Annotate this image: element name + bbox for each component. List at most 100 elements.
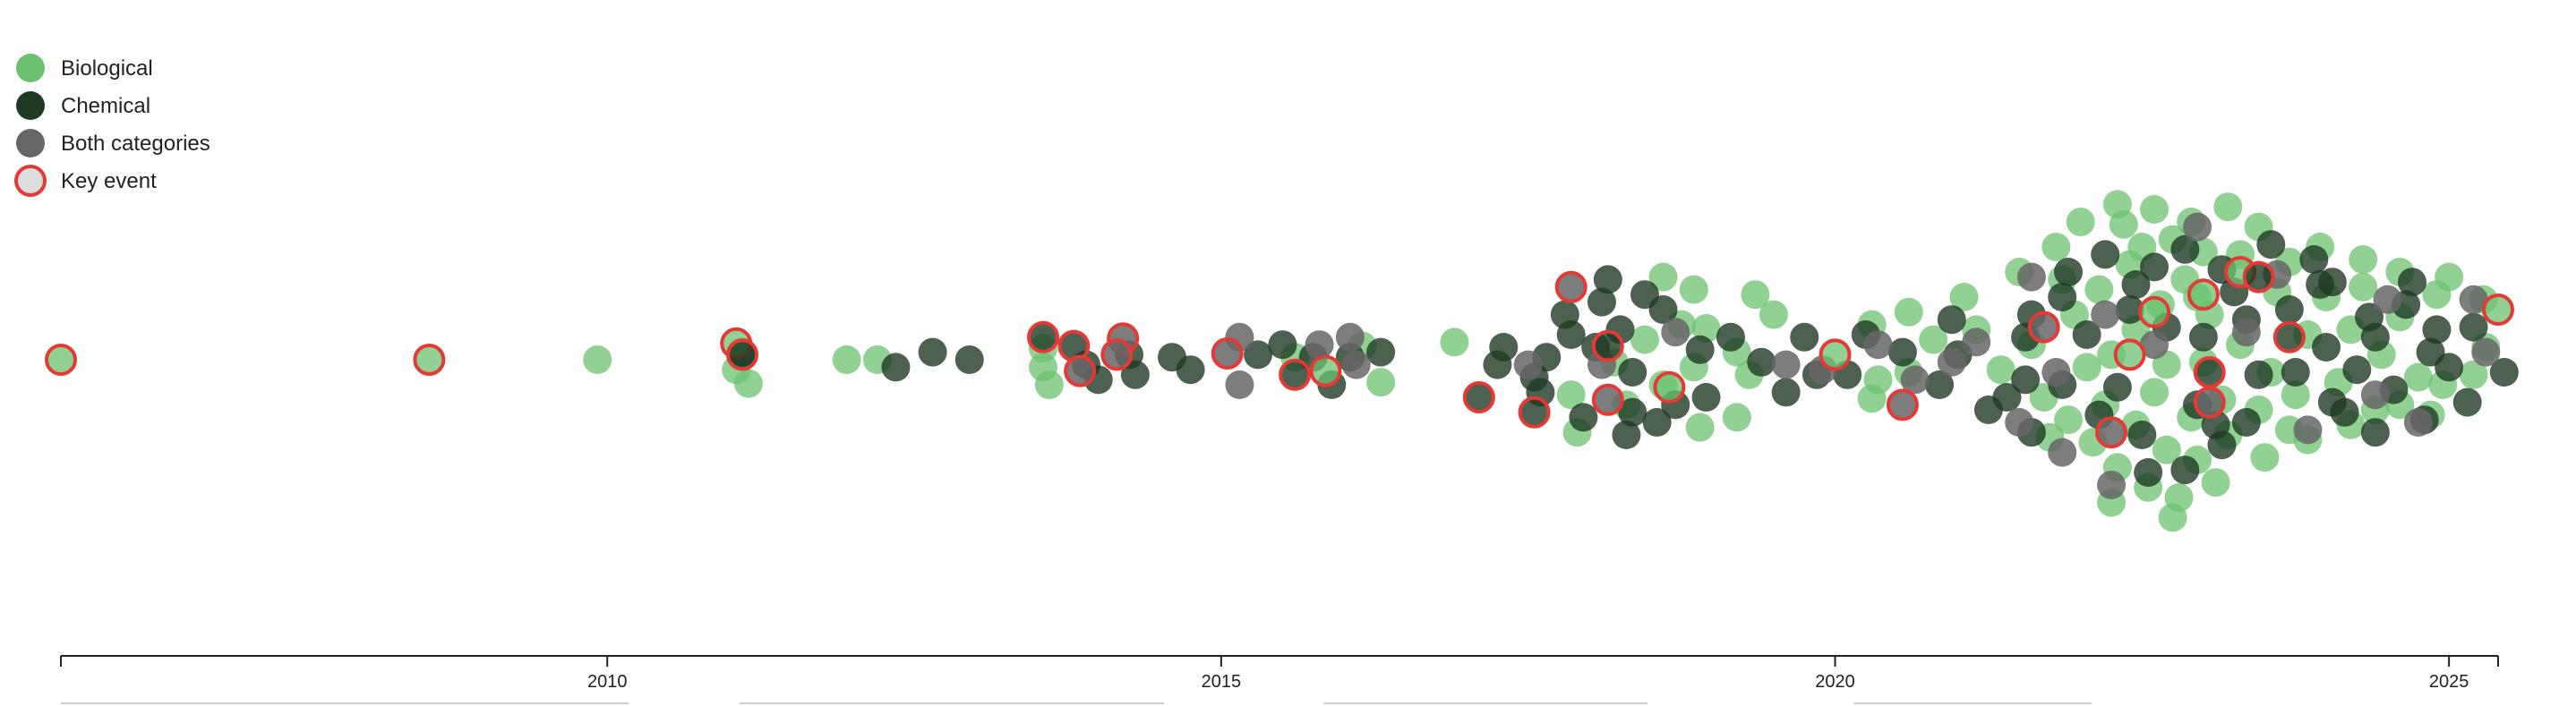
legend-label-key: Key event [61, 169, 157, 193]
x-axis: 2010 2015 2020 2025 [60, 655, 2499, 692]
chem-point-37 [1685, 335, 1715, 364]
bio-point-38 [2066, 208, 2095, 236]
bio-point-13 [1556, 380, 1586, 410]
legend-item-both: Both categories [16, 129, 210, 157]
chem-point-45 [1925, 370, 1955, 399]
key-event-point-23 [2187, 278, 2220, 311]
chem-point-17 [1489, 333, 1519, 362]
chem-point-25 [1569, 403, 1598, 432]
bio-point-45 [2054, 405, 2084, 435]
key-event-point-29 [2095, 416, 2128, 449]
both-point-2 [1305, 330, 1334, 360]
chem-point-29 [1691, 383, 1721, 412]
chem-point-49 [2011, 365, 2041, 395]
legend-swatch-bio [16, 54, 45, 82]
bio-point-28 [1722, 403, 1751, 432]
chem-point-92 [2048, 283, 2077, 311]
chem-point-31 [1747, 347, 1776, 377]
bio-point-91 [1986, 355, 2015, 385]
key-event-point-14 [1591, 329, 1624, 362]
chem-point-46 [1937, 305, 1966, 335]
chem-point-63 [2489, 358, 2519, 387]
bio-point-61 [2349, 245, 2378, 274]
both-point-16 [2041, 358, 2071, 387]
both-point-24 [2293, 415, 2323, 445]
chem-point-26 [1612, 421, 1641, 449]
chem-point-71 [2170, 455, 2200, 485]
key-event-point-8 [1100, 338, 1134, 371]
both-point-25 [2360, 380, 2390, 410]
bio-point-25 [1759, 300, 1788, 329]
key-event-point-15 [1518, 396, 1551, 429]
x-tick-label-2015: 2015 [1202, 672, 1242, 692]
bio-point-15 [1630, 325, 1659, 354]
bio-point-94 [2072, 353, 2101, 382]
both-point-8 [1771, 350, 1801, 379]
key-event-point-13 [1554, 270, 1588, 303]
data-points [45, 190, 2519, 532]
chem-point-81 [2274, 295, 2304, 324]
key-event-point-30 [2482, 293, 2514, 326]
legend-swatch-key [14, 165, 47, 197]
legend-item-bio: Biological [16, 54, 153, 82]
chem-point-79 [2188, 322, 2218, 352]
legend-label-bio: Biological [61, 56, 153, 81]
chem-point-76 [2072, 320, 2101, 349]
chem-point-68 [2281, 358, 2310, 387]
both-point-28 [2459, 285, 2488, 314]
bio-point-40 [2140, 195, 2169, 224]
key-event-point-4 [1027, 320, 1060, 353]
both-point-14 [2005, 408, 2034, 437]
bio-point-50 [2201, 468, 2230, 498]
key-event-point-11 [1309, 354, 1342, 387]
bio-point-35 [1949, 283, 1979, 311]
bio-point-42 [2213, 192, 2243, 222]
bio-point-2 [733, 369, 763, 398]
bio-point-0 [583, 345, 612, 374]
bio-point-72 [2140, 378, 2169, 407]
bio-point-24 [1679, 275, 1708, 304]
bio-point-98 [2422, 280, 2452, 310]
chem-point-52 [2091, 240, 2120, 269]
bio-point-3 [832, 345, 861, 374]
chem-point-51 [2054, 258, 2084, 286]
key-event-point-21 [2113, 338, 2146, 371]
both-point-3 [1341, 350, 1371, 379]
both-point-29 [2471, 337, 2501, 367]
bio-point-77 [2084, 275, 2114, 304]
key-event-point-19 [1886, 388, 1919, 421]
bio-point-102 [2152, 435, 2181, 464]
legend: Biological Chemical Both categories Key eve… [14, 54, 210, 197]
chem-point-21 [1587, 287, 1616, 317]
chem-point-27 [1642, 408, 1672, 437]
chem-point-11 [1268, 330, 1297, 360]
bio-point-104 [2349, 272, 2378, 302]
bio-point-37 [2041, 233, 2071, 261]
both-point-7 [1661, 318, 1690, 347]
chem-point-88 [2231, 408, 2261, 437]
key-event-point-27 [2193, 356, 2226, 388]
bio-point-34 [1919, 325, 1948, 354]
chem-point-39 [1593, 265, 1622, 294]
key-event-point-16 [1591, 383, 1624, 416]
chem-point-9 [1176, 355, 1205, 385]
key-event-point-28 [2193, 386, 2226, 419]
chem-point-15 [1366, 337, 1396, 367]
chem-point-57 [2299, 245, 2329, 274]
key-event-point-12 [1462, 381, 1495, 413]
key-event-point-26 [2272, 320, 2306, 353]
chem-point-69 [2244, 360, 2273, 389]
bio-point-22 [1741, 280, 1770, 310]
bio-point-32 [1857, 384, 1887, 413]
chem-point-7 [1120, 360, 1150, 389]
legend-swatch-chem [16, 91, 45, 120]
bio-point-56 [2459, 360, 2488, 389]
x-tick-label-2010: 2010 [587, 672, 628, 692]
chem-point-90 [2134, 458, 2163, 487]
chem-point-30 [1716, 322, 1745, 352]
both-point-10 [1863, 330, 1893, 360]
chem-point-94 [2360, 322, 2390, 352]
bio-point-85 [2403, 362, 2433, 392]
